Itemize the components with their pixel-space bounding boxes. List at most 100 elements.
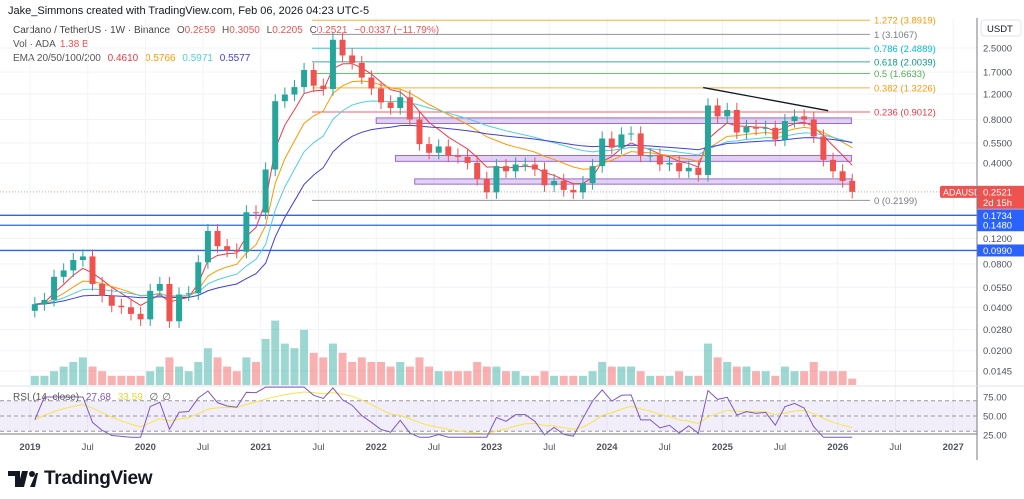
price-tick: 0.0145 <box>983 366 1012 377</box>
symbol-name[interactable]: Cardano / TetherUS · 1W · Binance <box>13 25 171 36</box>
fib-level-label: 0.5 (1.6633) <box>874 69 925 80</box>
price-tick: 2.5000 <box>983 44 1012 55</box>
candle <box>60 270 67 277</box>
volume-legend[interactable]: Vol · ADA 1.38 B <box>13 39 89 50</box>
volume-bar <box>59 366 68 385</box>
close-value: 0.2521 <box>316 25 348 36</box>
candle <box>320 85 327 90</box>
candle <box>474 162 481 179</box>
low-value: 0.2205 <box>272 25 303 36</box>
price-tick: 0.1200 <box>983 234 1012 245</box>
volume-bar <box>742 366 751 385</box>
currency-button[interactable] <box>980 19 1022 37</box>
price-tick: 0.8000 <box>983 115 1012 126</box>
volume-bar <box>146 371 155 385</box>
volume-bar <box>300 329 309 385</box>
volume-bar <box>290 348 299 385</box>
time-tick: 2020 <box>135 442 156 453</box>
candle <box>137 313 144 320</box>
candle <box>378 88 385 103</box>
fib-level-label: 0.618 (2.0039) <box>874 57 936 68</box>
time-tick: 2019 <box>19 442 40 453</box>
ema-legend[interactable]: EMA 20/50/100/200 0.4610 0.5766 0.5971 0… <box>13 53 251 64</box>
volume-bar <box>828 371 837 385</box>
rsi-ma-line <box>34 391 853 435</box>
volume-bar <box>569 375 578 385</box>
trendline <box>703 86 829 112</box>
price-chart[interactable]: 1.272 (3.8919) 1 (3.1067) 0.786 (2.4889) 0.… <box>0 0 1024 460</box>
volume-bar <box>492 366 501 385</box>
candle <box>628 133 635 135</box>
time-tick: Jul <box>428 442 440 453</box>
candle <box>156 283 163 291</box>
range-zone <box>375 117 852 124</box>
volume-bar <box>425 366 434 385</box>
fib-level-label: 1.272 (3.8919) <box>874 16 936 27</box>
volume-bar <box>521 375 530 385</box>
volume-bar <box>328 343 337 385</box>
volume-bar <box>598 362 607 385</box>
rsi-tick: 75.00 <box>983 393 1007 404</box>
volume-bar <box>636 371 645 385</box>
candle <box>118 305 125 308</box>
rsi-legend[interactable]: RSI (14, close) 27.68 33.59 ∅ ∅ <box>13 392 171 403</box>
candle <box>801 116 808 120</box>
volume-bar <box>607 366 616 385</box>
volume-bar <box>98 371 107 385</box>
candle <box>291 87 298 95</box>
candle <box>224 246 231 251</box>
range-zone <box>414 178 852 185</box>
volume-bar <box>251 362 260 385</box>
change-value: −0.0337 (−11.79%) <box>354 25 440 36</box>
candle <box>685 167 692 172</box>
time-tick: 2023 <box>481 442 502 453</box>
candle <box>166 283 173 322</box>
volume-bar <box>732 366 741 385</box>
candle <box>772 127 779 140</box>
price-tick: 1.2000 <box>983 90 1012 101</box>
ema20-value: 0.4610 <box>107 53 139 64</box>
high-value: 0.3050 <box>229 25 260 36</box>
range-zone <box>394 155 852 162</box>
ema100-value: 0.5971 <box>182 53 213 64</box>
candle <box>397 97 404 109</box>
candle <box>849 180 856 192</box>
candle <box>541 169 548 186</box>
volume-bar <box>578 375 587 385</box>
fib-level-label: 0.236 (0.9012) <box>874 107 936 118</box>
volume-bar <box>155 366 164 385</box>
volume-bar <box>136 375 145 385</box>
candle <box>733 110 740 133</box>
candle <box>176 294 183 322</box>
tradingview-logo[interactable]: TradingView <box>8 468 153 490</box>
candle <box>560 180 567 190</box>
time-tick: Jul <box>197 442 209 453</box>
volume-bar <box>261 339 270 385</box>
candle <box>522 164 529 166</box>
volume-bar <box>752 371 761 385</box>
candle <box>233 250 240 252</box>
candle <box>551 180 558 186</box>
time-tick: 2024 <box>596 442 618 453</box>
candle <box>31 304 38 311</box>
fib-level-label: 0.382 (1.3226) <box>874 83 936 94</box>
time-tick: Jul <box>543 442 555 453</box>
candle <box>762 127 769 129</box>
volume-bar <box>434 371 443 385</box>
symbol-badge-label: ADAUSDT <box>943 187 987 197</box>
last-price-label: 0.2521 <box>983 187 1012 198</box>
candle <box>791 116 798 122</box>
currency-label: USDT <box>987 24 1013 35</box>
support-level-badge <box>977 244 1024 257</box>
volume-bar <box>405 366 414 385</box>
volume-bar <box>463 371 472 385</box>
volume-bar <box>473 362 482 385</box>
volume-bar <box>213 357 222 385</box>
candle <box>185 293 192 295</box>
candle <box>647 155 654 157</box>
price-tick: 0.0550 <box>983 283 1012 294</box>
candle <box>358 62 365 78</box>
candle <box>820 136 827 160</box>
time-tick: 2022 <box>366 442 387 453</box>
volume-bar <box>30 375 39 385</box>
